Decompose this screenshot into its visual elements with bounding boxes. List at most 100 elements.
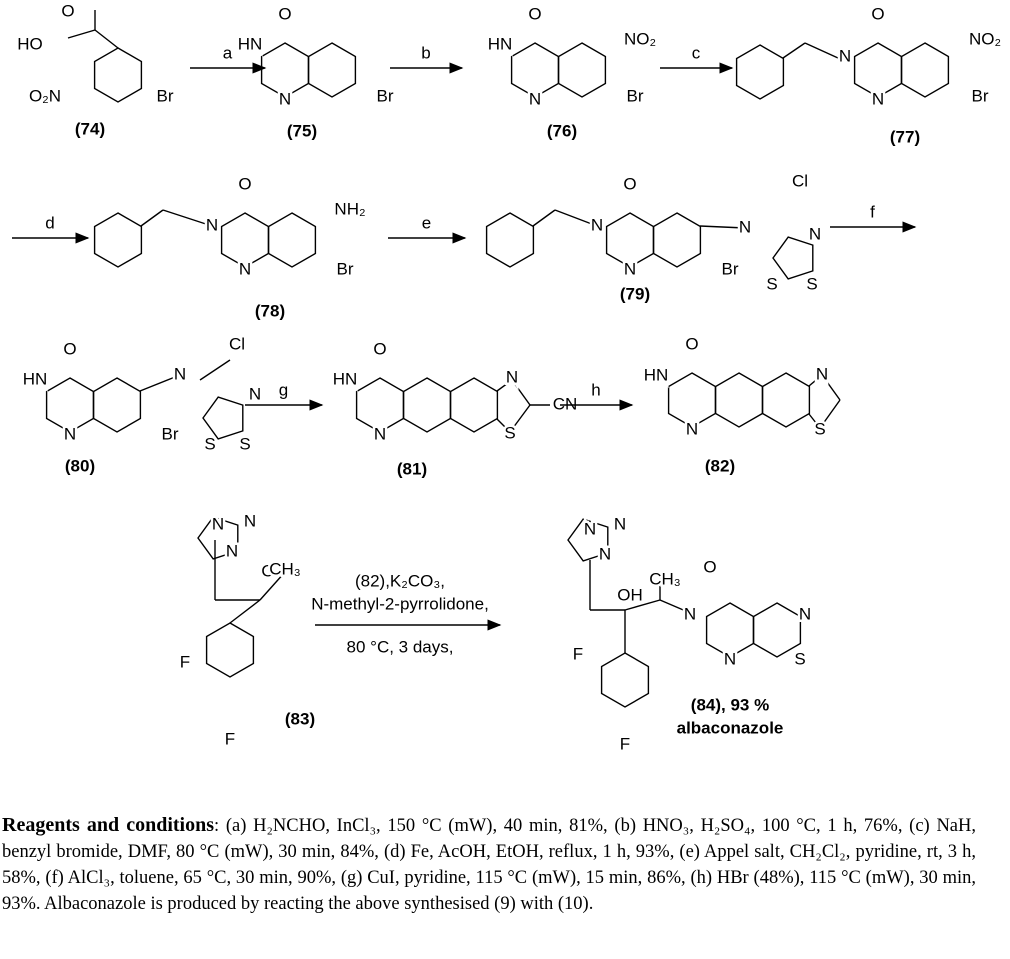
atom-label: Br (377, 86, 394, 105)
atom-label: O (703, 557, 716, 576)
atom-label: NH₂ (334, 199, 365, 218)
atom-label: Cl (792, 171, 808, 190)
atom-label: N (64, 424, 76, 443)
atom-label: CN (553, 394, 578, 413)
bond (259, 571, 286, 601)
atom-label: S (794, 649, 805, 668)
atom-label: F (620, 734, 630, 753)
compound-label: (84), 93 % (691, 695, 769, 714)
bond (554, 209, 598, 227)
atom-label: N (206, 215, 218, 234)
bond (804, 42, 839, 59)
atom-label: F (225, 729, 235, 748)
step-label: g (279, 380, 288, 399)
bond (199, 359, 231, 381)
atom-label: NO₂ (969, 29, 1001, 48)
atom-label: HO (17, 34, 43, 53)
atom-label: N (374, 424, 386, 443)
atom-label: N (249, 384, 261, 403)
ring (93, 47, 143, 103)
atom-label: HN (644, 365, 669, 384)
bond (509, 404, 531, 433)
atom-label: O (63, 339, 76, 358)
atom-label: O (278, 4, 291, 23)
caption: Reagents and conditions: (a) H₂NCHO, InC… (2, 812, 976, 917)
ring (735, 44, 785, 100)
ring (92, 377, 142, 433)
atom-label: N (684, 604, 696, 623)
bond (821, 374, 841, 401)
condition: N-methyl-2-pyrrolidone, (311, 594, 489, 613)
atom-label: HN (238, 34, 263, 53)
ring (567, 518, 609, 562)
compound-label: (81) (397, 459, 427, 478)
atom-label: N (244, 511, 256, 530)
ring (307, 42, 357, 98)
bond (229, 599, 261, 624)
atom-label: F (573, 644, 583, 663)
atom-label: N (591, 215, 603, 234)
atom-label: O (261, 561, 274, 580)
atom-label: Br (972, 86, 989, 105)
caption-heading: Reagents and conditions (2, 814, 214, 836)
atom-label: S (504, 423, 515, 442)
compound-label: (75) (287, 121, 317, 140)
bond (67, 29, 96, 39)
step-label: b (421, 43, 430, 62)
atom-label: N (809, 224, 821, 243)
atom-label: N (739, 217, 751, 236)
atom-label: N (599, 544, 611, 563)
atom-label: S (204, 434, 215, 453)
bond (511, 379, 531, 406)
atom-label: OH (617, 585, 643, 604)
atom-label: S (239, 434, 250, 453)
step-label: a (223, 43, 233, 62)
step-label: h (591, 380, 600, 399)
condition: (82),K₂CO₃, (355, 571, 445, 590)
ring (402, 377, 452, 433)
bond (532, 209, 556, 227)
compound-label: (79) (620, 284, 650, 303)
atom-label: N (506, 367, 518, 386)
atom-label: N (239, 259, 251, 278)
atom-label: HN (333, 369, 358, 388)
bond (808, 374, 823, 387)
atom-label: N (584, 519, 596, 538)
ring (202, 396, 244, 440)
atom-label: CH₃ (269, 559, 300, 578)
atom-label: Br (157, 86, 174, 105)
ring (652, 212, 702, 268)
atom-label: Br (162, 424, 179, 443)
bond (94, 29, 119, 49)
atom-label: Cl (229, 334, 245, 353)
atom-label: HN (23, 369, 48, 388)
step-label: d (45, 213, 54, 232)
atom-label: N (614, 514, 626, 533)
bond (699, 225, 746, 229)
bond (140, 209, 164, 227)
compound-label: (76) (547, 121, 577, 140)
atom-label: F (180, 652, 190, 671)
atom-label: S (806, 274, 817, 293)
atom-label: O (623, 174, 636, 193)
bond (659, 599, 696, 616)
atom-label: N (816, 364, 828, 383)
atom-label: Br (337, 259, 354, 278)
atom-label: N (226, 541, 238, 560)
atom-label: O (871, 4, 884, 23)
atom-label: O₂N (29, 86, 61, 105)
atom-label: O (685, 334, 698, 353)
ring (600, 652, 650, 708)
compound-label: (77) (890, 127, 920, 146)
ring (557, 42, 607, 98)
compound-label: (78) (255, 301, 285, 320)
step-label: f (870, 202, 875, 221)
atom-label: NO₂ (624, 29, 656, 48)
bond (624, 599, 661, 611)
ring (197, 516, 239, 560)
ring (772, 236, 814, 280)
atom-label: O (61, 1, 74, 20)
ring (93, 212, 143, 268)
atom-label: N (624, 259, 636, 278)
